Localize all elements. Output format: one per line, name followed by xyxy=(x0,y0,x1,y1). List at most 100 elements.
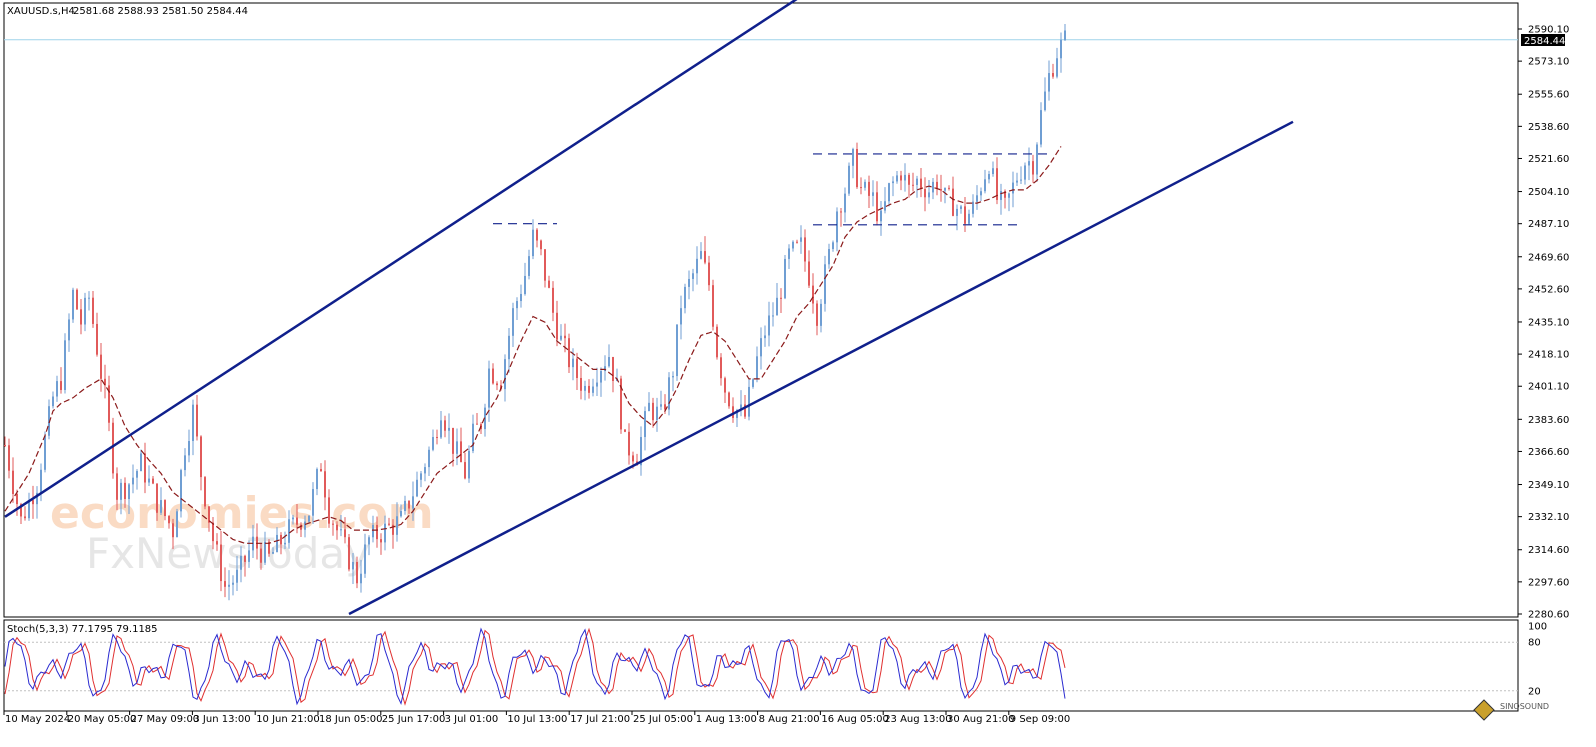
candle-body xyxy=(428,449,430,468)
candle-body xyxy=(960,206,962,209)
candle-body xyxy=(516,301,518,309)
candle-body xyxy=(1056,58,1058,77)
stoch-panel-frame xyxy=(3,619,1519,712)
candle-body xyxy=(340,529,342,531)
candle-body xyxy=(528,256,530,276)
candle-body xyxy=(344,529,346,538)
candle-body xyxy=(316,469,318,490)
candle-body xyxy=(168,516,170,524)
candle-body xyxy=(780,297,782,299)
x-tick-label: 18 Jun 05:00 xyxy=(319,714,383,725)
stoch-tick-label: 20 xyxy=(1528,686,1541,697)
candle-body xyxy=(404,500,406,511)
candle-body xyxy=(300,524,302,530)
candle-body xyxy=(952,188,954,216)
candle-body xyxy=(232,582,234,585)
candle-body xyxy=(1024,165,1026,180)
candle-body xyxy=(176,511,178,538)
ma-line xyxy=(4,146,1062,544)
candle-body xyxy=(212,522,214,542)
candle-body xyxy=(756,356,758,380)
candle-body xyxy=(56,381,58,397)
candle-body xyxy=(240,555,242,570)
candle-body xyxy=(420,473,422,480)
candle-body xyxy=(556,312,558,340)
candle-body xyxy=(628,431,630,456)
candle-body xyxy=(588,385,590,393)
candle-body xyxy=(812,285,814,304)
candle-body xyxy=(376,524,378,540)
corner-logo: SINOSOUND xyxy=(1473,699,1549,721)
x-tick-label: 27 May 09:00 xyxy=(131,714,200,725)
candle-body xyxy=(932,181,934,193)
candle-body xyxy=(908,174,910,185)
candle-body xyxy=(688,278,690,287)
candle-body xyxy=(200,436,202,478)
candle-body xyxy=(804,237,806,262)
candle-body xyxy=(1052,73,1054,77)
candle-body xyxy=(512,308,514,336)
candle-body xyxy=(824,264,826,304)
candle-body xyxy=(1004,191,1006,198)
candle-body xyxy=(680,308,682,325)
x-tick-label: 3 Jun 13:00 xyxy=(193,714,250,725)
candle-body xyxy=(848,165,850,194)
candle-body xyxy=(304,521,306,530)
candle-body xyxy=(24,516,26,519)
candle-body xyxy=(452,427,454,454)
y-tick-label: 2280.60 xyxy=(1528,610,1569,621)
candle-body xyxy=(520,293,522,302)
candle-body xyxy=(876,192,878,222)
candle-body xyxy=(664,404,666,410)
stoch-tick-label: 80 xyxy=(1528,638,1541,649)
y-tick-label: 2538.60 xyxy=(1528,122,1569,133)
candle-body xyxy=(972,201,974,214)
candle-body xyxy=(568,338,570,368)
candle-body xyxy=(624,429,626,432)
candle-body xyxy=(620,378,622,430)
candle-body xyxy=(660,404,662,407)
candle-body xyxy=(128,484,130,500)
candle-body xyxy=(400,510,402,517)
candle-body xyxy=(416,479,418,497)
candle-body xyxy=(76,289,78,310)
candle-body xyxy=(524,275,526,294)
candle-body xyxy=(896,175,898,182)
y-tick-label: 2314.60 xyxy=(1528,545,1569,556)
candle-body xyxy=(612,357,614,381)
candle-body xyxy=(604,366,606,372)
candle-body xyxy=(964,206,966,224)
candle-body xyxy=(940,189,942,191)
candle-body xyxy=(188,441,190,456)
candle-body xyxy=(92,297,94,324)
candle-body xyxy=(580,377,582,391)
candle-body xyxy=(712,285,714,327)
candle-body xyxy=(892,181,894,184)
candle-body xyxy=(68,319,70,341)
candle-body xyxy=(988,174,990,180)
candle-body xyxy=(288,519,290,543)
x-tick-label: 20 May 05:00 xyxy=(68,714,137,725)
candle-body xyxy=(676,324,678,377)
y-tick-label: 2469.60 xyxy=(1528,252,1569,263)
candle-body xyxy=(28,500,30,519)
candle-body xyxy=(356,561,358,584)
candle-body xyxy=(776,297,778,316)
candle-body xyxy=(140,453,142,472)
candle-body xyxy=(700,251,702,259)
candle-body xyxy=(840,211,842,213)
candle-body xyxy=(1060,39,1062,59)
candle-body xyxy=(784,258,786,299)
candle-body xyxy=(564,335,566,339)
candle-body xyxy=(488,368,490,408)
candle-body xyxy=(944,187,946,191)
candle-body xyxy=(204,477,206,507)
candle-series xyxy=(4,24,1066,601)
candle-body xyxy=(16,493,18,505)
candle-body xyxy=(456,441,458,454)
candle-body xyxy=(268,541,270,554)
candle-body xyxy=(728,392,730,407)
candle-body xyxy=(836,211,838,243)
